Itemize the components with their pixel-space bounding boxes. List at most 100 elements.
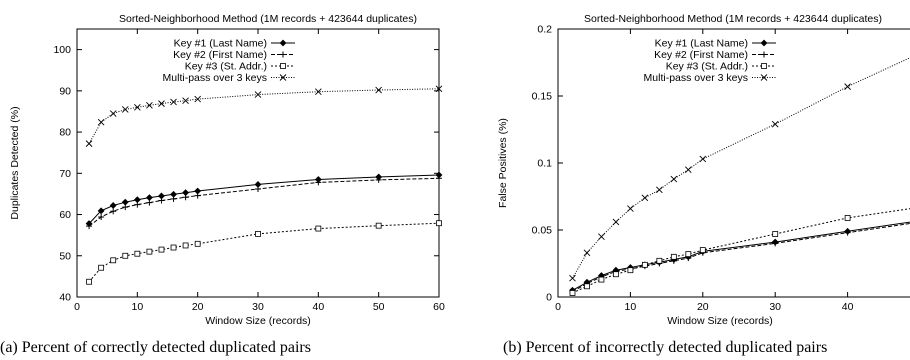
chart-b-y-ticks: 0 0.05 0.1 0.15 0.2 <box>532 24 563 304</box>
series-2-point <box>98 214 105 221</box>
series-2-point <box>170 195 177 202</box>
series-3-point <box>613 271 619 278</box>
series-4-point <box>170 98 177 106</box>
series-3-point <box>98 264 105 271</box>
chart-b-caption: (b) Percent of incorrectly detected dupl… <box>503 339 827 356</box>
series-4-point <box>158 100 165 107</box>
series-4-point <box>699 155 707 163</box>
series-3-point <box>158 246 165 253</box>
series-2-point <box>194 192 201 199</box>
legend-label: Key #2 (First Name) <box>173 49 267 61</box>
series-4-point <box>771 120 779 128</box>
series-2-point <box>772 240 779 247</box>
series-2-point <box>255 185 261 192</box>
legend-marker <box>280 63 286 69</box>
series-2-point <box>844 229 851 236</box>
series-4-point <box>109 110 117 117</box>
series-3-point <box>641 261 648 268</box>
y-tick-label: 0.2 <box>537 24 552 36</box>
series-4-point <box>844 83 851 90</box>
legend-label: Key #3 (St. Addr.) <box>666 61 748 73</box>
legend-label: Key #2 (First Name) <box>654 49 748 61</box>
chart-a-x-ticks: 0 10 20 30 40 50 60 <box>74 29 445 313</box>
x-tick-label: 50 <box>373 301 385 313</box>
series-2-point <box>122 204 129 211</box>
series-line-1 <box>88 174 440 224</box>
x-tick-label: 10 <box>625 301 637 313</box>
chart-b-title: Sorted-Neighborhood Method (1M records +… <box>584 13 882 25</box>
series-4-point <box>435 85 443 93</box>
series-line-2 <box>572 222 910 293</box>
series-line-4 <box>88 88 440 144</box>
chart-a-caption: (a) Percent of correctly detected duplic… <box>0 339 311 356</box>
chart-a: Sorted-Neighborhood Method (1M records +… <box>0 13 445 356</box>
series-4-point <box>97 118 105 126</box>
series-3-point <box>656 257 663 264</box>
series-2-point <box>86 223 93 230</box>
series-4-point <box>670 175 678 183</box>
legend-label: Key #1 (Last Name) <box>174 38 267 50</box>
y-tick-label: 0 <box>546 292 552 304</box>
legend-label: Key #3 (St. Addr.) <box>185 61 267 73</box>
series-4-point <box>254 91 262 98</box>
series-3-point <box>134 250 141 257</box>
chart-a-ylabel: Duplicates Detected (%) <box>9 106 21 219</box>
series-3-point <box>110 257 117 264</box>
series-line-3 <box>572 208 910 294</box>
series-3-point <box>598 276 605 283</box>
series-3-point <box>699 247 706 254</box>
series-3-point <box>569 290 576 296</box>
y-tick-label: 50 <box>59 250 71 262</box>
x-tick-label: 20 <box>697 301 709 313</box>
series-3-point <box>86 278 92 285</box>
legend-marker <box>279 39 287 47</box>
y-tick-label: 70 <box>59 168 71 180</box>
series-line-2 <box>88 177 440 227</box>
legend-marker <box>760 74 768 81</box>
series-1-point <box>109 202 117 209</box>
chart-b-legend: Key #1 (Last Name)Key #2 (First Name)Key… <box>644 38 776 84</box>
series-2-point <box>146 199 153 206</box>
chart-b-ylabel: False Positives (%) <box>497 118 509 208</box>
legend-label: Multi-pass over 3 keys <box>163 72 267 84</box>
series-3-point <box>685 251 692 258</box>
x-tick-label: 10 <box>131 301 143 313</box>
x-tick-label: 20 <box>192 301 204 313</box>
series-4-point <box>583 249 591 257</box>
series-4-point <box>194 95 201 103</box>
series-3-point <box>255 231 261 237</box>
y-tick-label: 80 <box>59 127 71 139</box>
x-tick-label: 60 <box>433 301 445 313</box>
legend-marker <box>760 39 768 47</box>
series-4-point <box>598 233 605 241</box>
series-4-point <box>569 274 576 282</box>
y-tick-label: 0.15 <box>532 91 553 103</box>
y-tick-label: 60 <box>59 209 71 221</box>
series-line-4 <box>572 57 910 279</box>
x-tick-label: 0 <box>74 301 80 313</box>
y-tick-label: 40 <box>59 292 71 304</box>
series-3-point <box>772 231 779 237</box>
x-tick-label: 30 <box>769 301 781 313</box>
series-3-point <box>315 225 322 232</box>
legend-marker <box>761 51 767 58</box>
series-line-3 <box>88 222 440 283</box>
legend-marker <box>761 63 767 69</box>
chart-a-title: Sorted-Neighborhood Method (1M records +… <box>119 13 417 25</box>
series-3-point <box>146 248 153 255</box>
chart-b-xlabel: Window Size (records) <box>667 315 773 327</box>
series-3-point <box>182 242 189 249</box>
series-4-point <box>656 186 663 194</box>
legend-label: Key #1 (Last Name) <box>655 38 748 50</box>
series-4-point <box>627 205 634 212</box>
legend-marker <box>279 74 287 81</box>
chart-a-series <box>85 85 443 285</box>
series-3-point <box>170 244 177 251</box>
series-4-point <box>146 101 153 109</box>
series-3-point <box>436 220 442 227</box>
series-3-point <box>122 252 129 259</box>
y-tick-label: 0.1 <box>537 158 552 170</box>
legend-marker <box>280 51 286 58</box>
